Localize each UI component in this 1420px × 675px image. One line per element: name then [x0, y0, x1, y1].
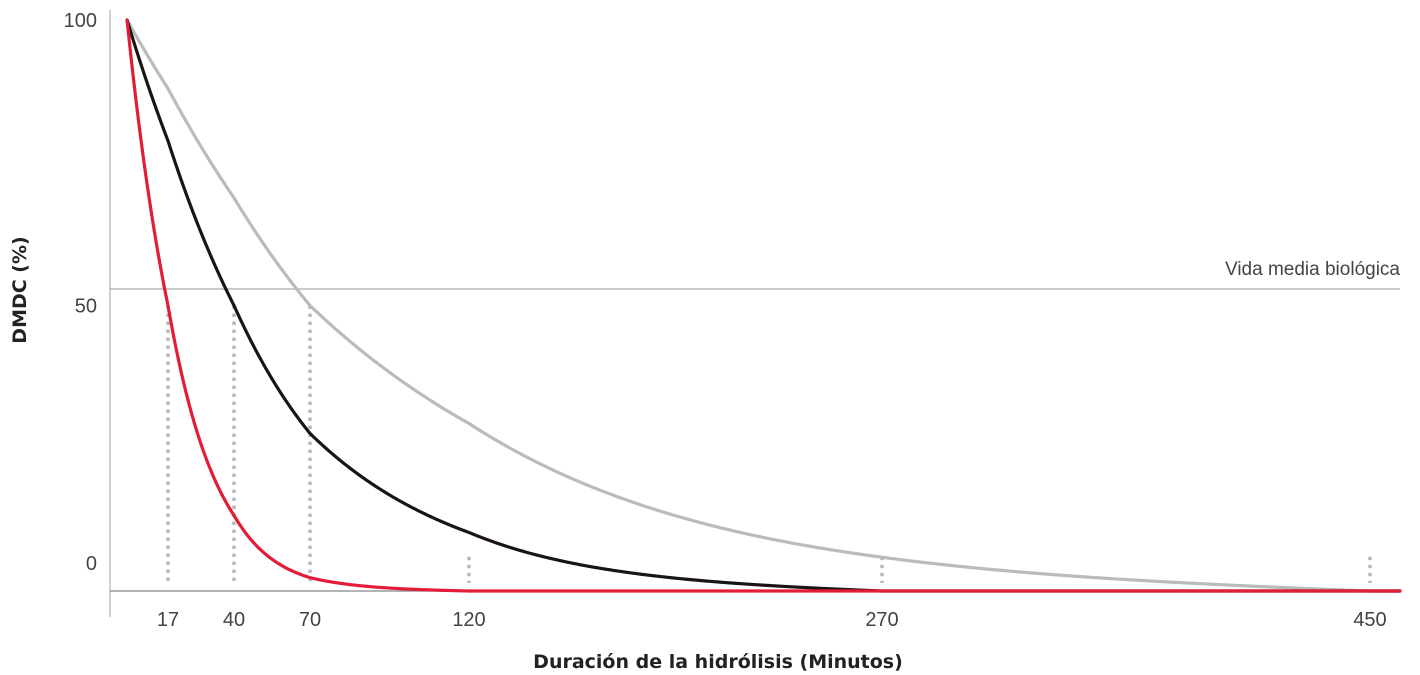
x-tick-label-270: 270	[865, 609, 898, 631]
x-tick-label-450: 450	[1353, 609, 1386, 631]
curve-series-3	[125, 18, 1402, 593]
y-axis-title: DMDC (%)	[9, 236, 31, 343]
x-tick-label-40: 40	[223, 609, 245, 631]
x-tick-label-120: 120	[452, 609, 485, 631]
x-tick-label-70: 70	[299, 609, 321, 631]
y-tick-label-100: 100	[64, 10, 97, 32]
y-tick-label-50: 50	[75, 296, 97, 318]
y-tick-label-0: 0	[86, 553, 97, 575]
x-axis-title: Duración de la hidrólisis (Minutos)	[533, 651, 903, 673]
half-life-annotation: Vida media biológica	[1225, 259, 1400, 280]
curve-series-1	[125, 18, 1402, 593]
x-tick-label-17: 17	[157, 609, 179, 631]
curve-series-2	[125, 18, 1402, 593]
